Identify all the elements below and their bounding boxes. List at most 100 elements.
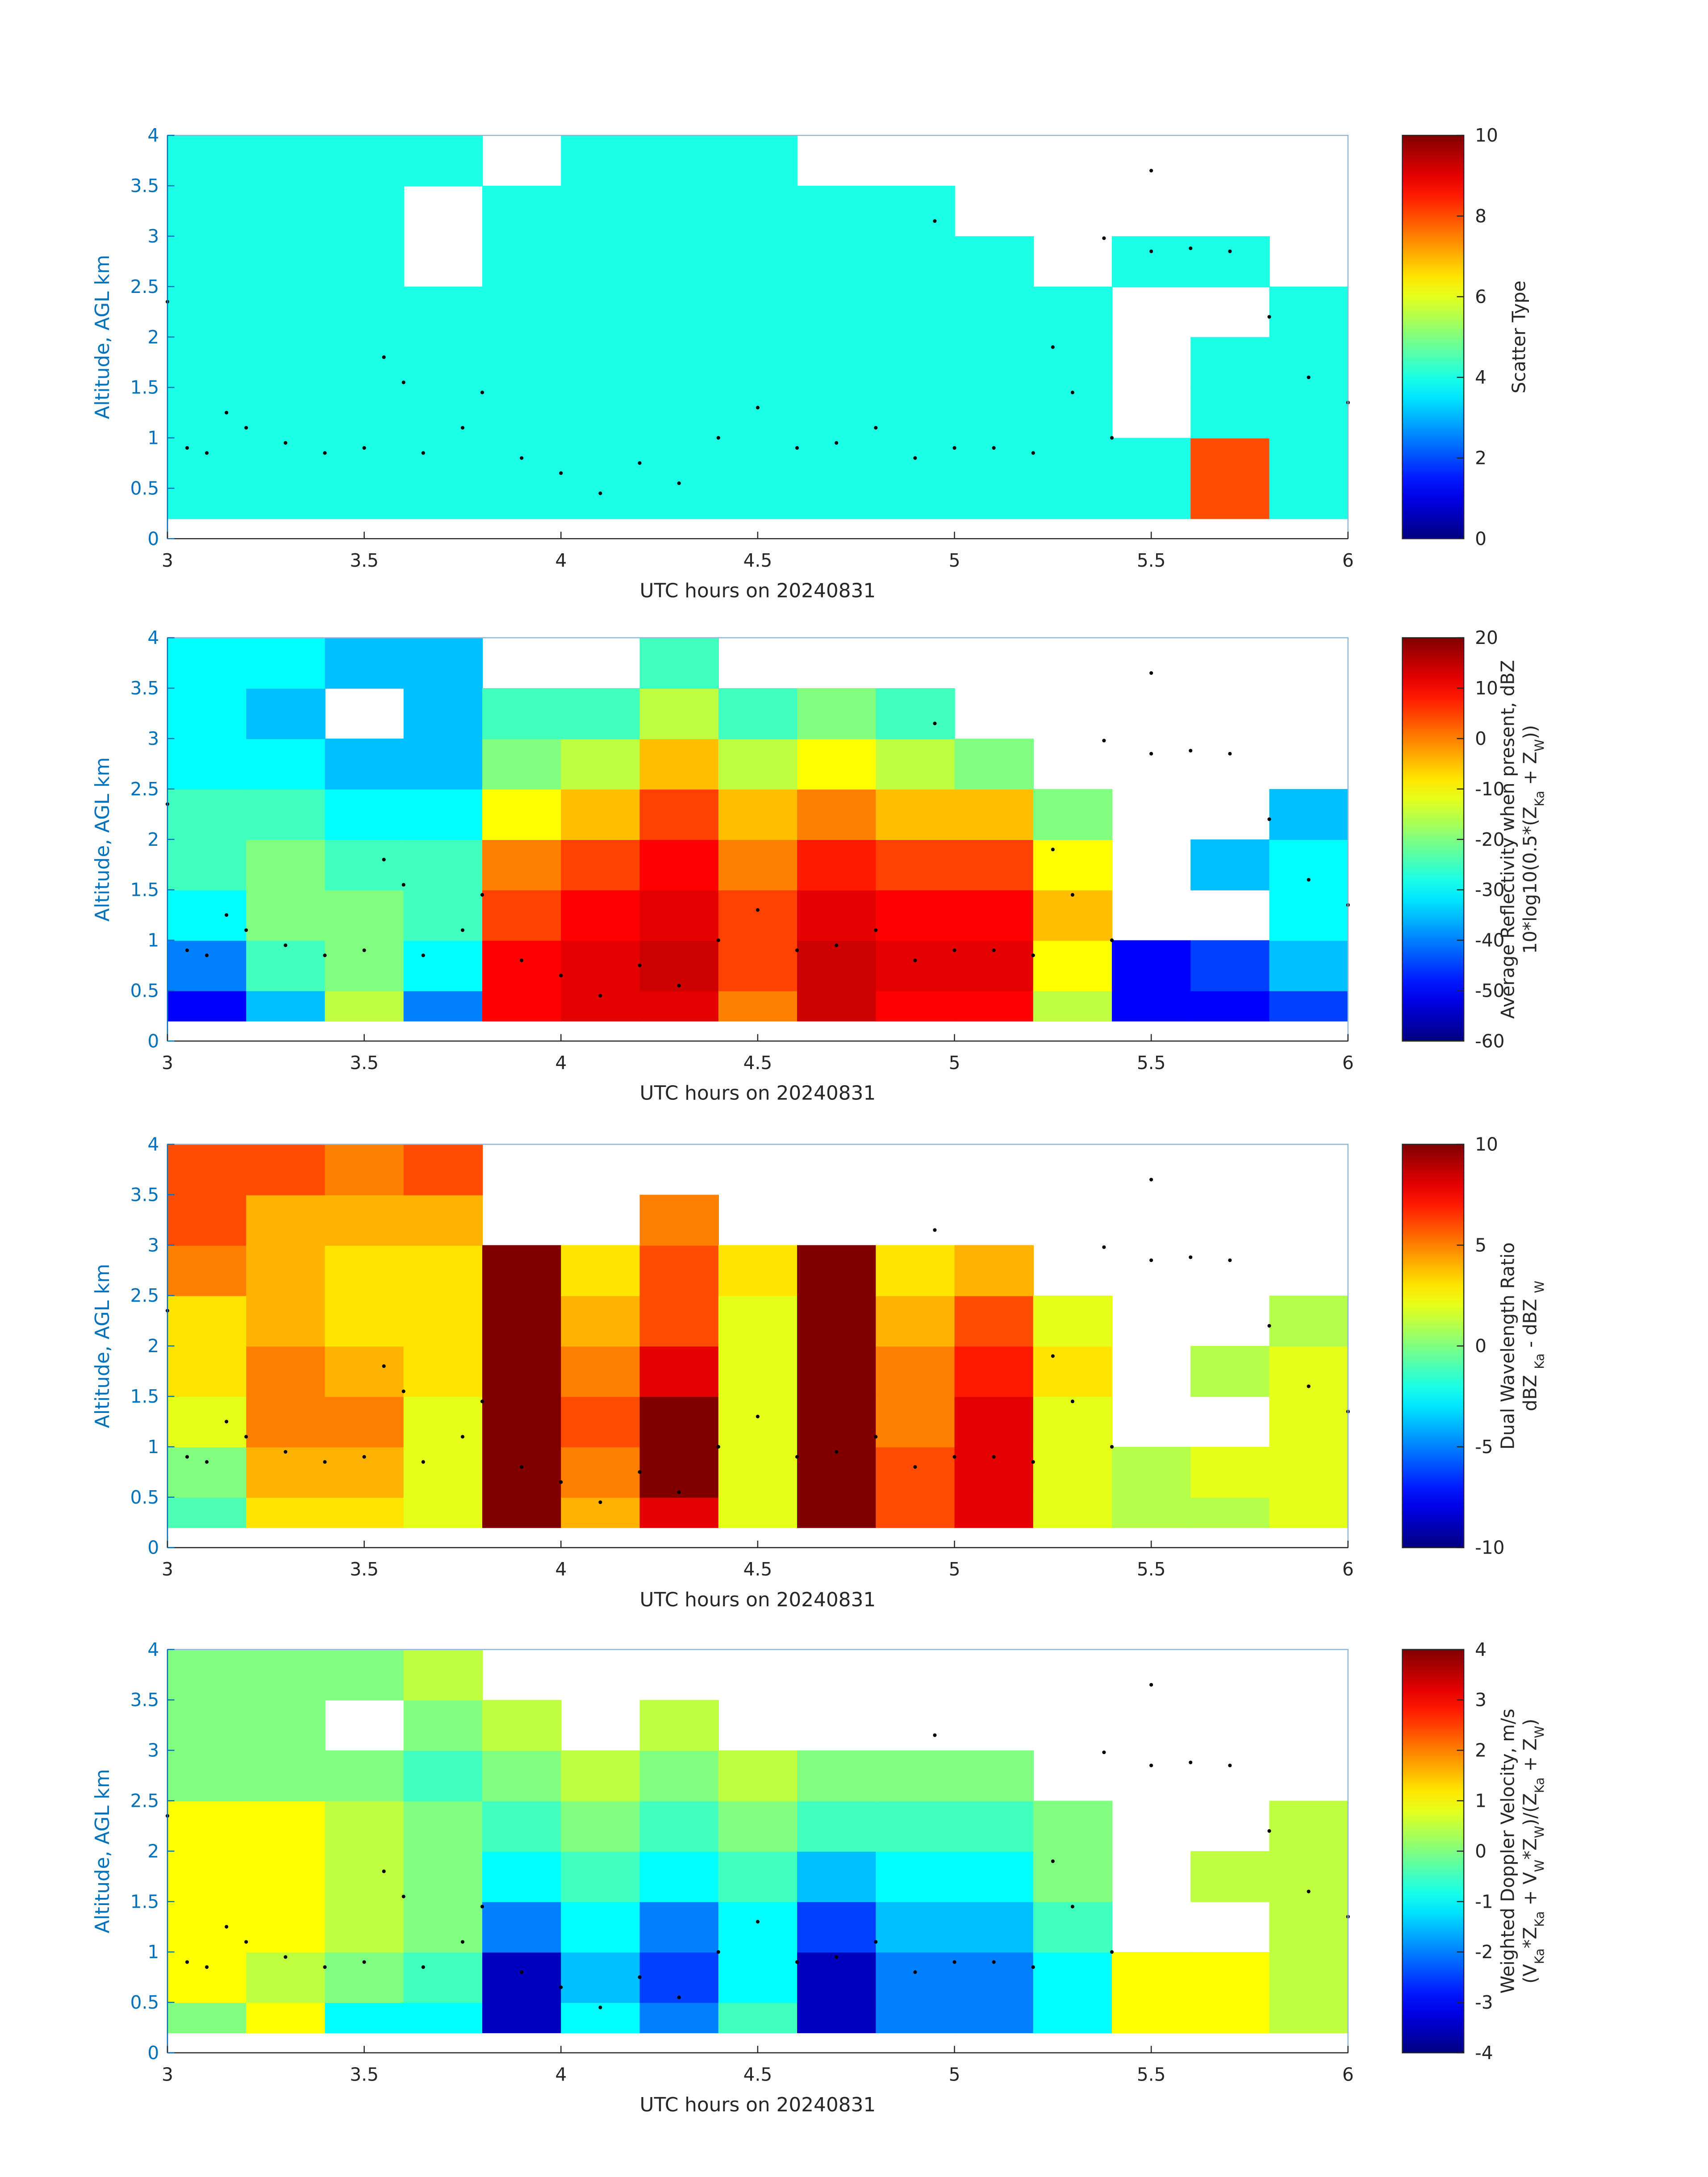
cloud-base-dot [1051,1354,1055,1358]
cloud-base-dot [1070,1400,1074,1404]
heatmap-cell [1190,387,1270,439]
cloud-base-dot [1110,436,1114,440]
y-tick-label: 3.5 [130,677,159,699]
heatmap-cell [1190,1952,1270,2003]
panel: 3 3.5 4 4.5 5 5.5 6 0 0.5 1 1.5 2 2.5 3 3.5 4 UTC hours … [91,1134,1547,1611]
cloud-base-dot [933,721,937,726]
x-tick-label: 3.5 [350,1559,379,1580]
colorbar-label-text: )/(Z [1520,1793,1541,1826]
cloud-base-dot [598,2006,602,2010]
cloud-base-dot [716,938,720,942]
heatmap-cell [639,135,719,187]
colorbar [1402,134,1465,539]
cloud-base-dot [1070,1905,1074,1909]
cloud-base-dot [1149,249,1153,253]
heatmap-cell [246,1144,326,1195]
heatmap-cell [876,438,955,489]
heatmap-cell [1190,1446,1270,1498]
heatmap-cell [876,839,955,890]
y-tick-label: 1 [147,427,159,449]
cloud-base-dot [756,908,760,912]
x-tick-label: 4 [555,1559,567,1580]
heatmap-cell [403,688,483,740]
heatmap-cell [561,789,640,840]
heatmap-cell [1269,488,1349,519]
colorbar-label-subscript: W [1532,1859,1547,1872]
colorbar-tick-label: -10 [1475,778,1504,800]
y-tick-label: 4 [147,125,159,146]
heatmap-cell [954,1851,1034,1902]
heatmap-cell [1269,438,1349,489]
colorbar-label-text: 10*log10(0.5*(Z [1520,806,1541,954]
heatmap-cell [482,387,562,439]
heatmap-cell [1112,990,1191,1022]
heatmap-cell [167,890,247,941]
heatmap-cell [482,1750,562,1801]
cloud-base-dot [323,1965,327,1969]
y-tick-label: 4 [147,627,159,648]
cloud-base-dot [460,1940,464,1944]
heatmap-cell [403,738,483,790]
heatmap-cell [797,1295,877,1347]
heatmap-cell [482,2002,562,2033]
heatmap-cell [482,286,562,338]
heatmap-cell [1269,890,1349,941]
heatmap-cell [167,337,247,388]
colorbar [1402,637,1465,1042]
heatmap-cell [246,488,326,519]
heatmap-cell [954,1396,1034,1448]
cloud-base-dot [1149,752,1153,756]
heatmap-cell [718,1952,798,2003]
heatmap-cell [482,337,562,388]
colorbar-label-text: + Z [1520,1738,1541,1777]
heatmap-cell [403,337,483,388]
heatmap-cell [639,1901,719,1953]
cloud-base-dot [835,441,839,445]
heatmap-cell [639,890,719,941]
y-tick-label: 3 [147,728,159,749]
cloud-base-dot [1228,1763,1232,1768]
cloud-base-dot [835,1955,839,1959]
y-tick-label: 3 [147,226,159,247]
heatmap-cell [246,1801,326,1852]
heatmap-cell [325,236,404,288]
heatmap-cell [167,688,247,740]
heatmap-cell [482,688,562,740]
heatmap-cell [797,1396,877,1448]
cloud-base-dot [1307,1384,1311,1388]
heatmap-cell [403,438,483,489]
heatmap-cell [403,990,483,1022]
heatmap-cell [167,1851,247,1902]
heatmap-cell [403,839,483,890]
cloud-base-dot [244,1940,248,1944]
cloud-base-dot [382,355,386,359]
heatmap-cell [954,1346,1034,1397]
y-tick-label: 4 [147,1639,159,1660]
colorbar-tick-label: 4 [1475,1639,1487,1660]
heatmap-cell [561,688,640,740]
heatmap-cell [167,236,247,288]
x-tick-label: 5 [949,550,960,571]
x-tick-label: 5.5 [1137,1559,1166,1580]
heatmap-cell [325,1446,404,1498]
heatmap-cell [1033,488,1113,519]
heatmap-cell [954,789,1034,840]
heatmap-cell [1269,839,1349,890]
heatmap-cell [561,1750,640,1801]
x-tick-label: 3 [162,550,173,571]
heatmap-cell [639,1295,719,1347]
cloud-base-dot [185,948,189,953]
heatmap-cell [639,839,719,890]
heatmap-cell [246,839,326,890]
cloud-base-dot [323,1460,327,1464]
heatmap-cell [325,738,404,790]
cloud-base-dot [205,1965,209,1969]
colorbar-tick-label: -3 [1475,1992,1493,2013]
heatmap-cell [718,839,798,890]
heatmap-cell [876,1497,955,1528]
heatmap-cell [482,1801,562,1852]
colorbar-label-subscript: W [1532,1281,1547,1293]
cloud-base-dot [362,446,366,450]
y-tick-label: 2.5 [130,1790,159,1811]
cloud-base-dot [638,461,642,465]
